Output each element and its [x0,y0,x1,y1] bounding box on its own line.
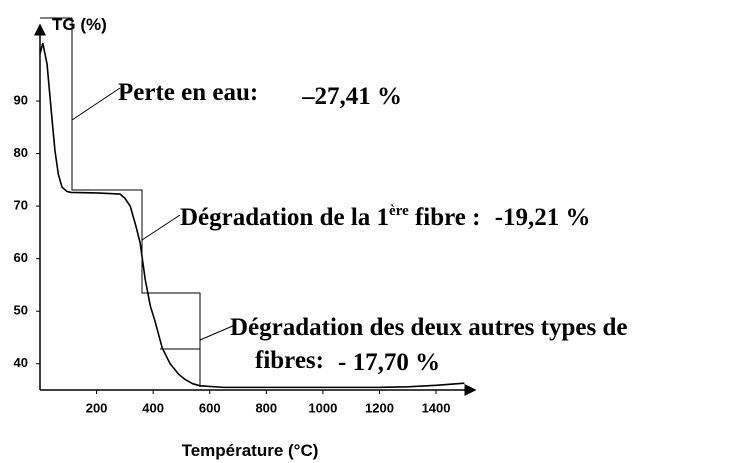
y-tick-label: 50 [14,303,28,318]
annotation-part: fibre : [409,204,487,231]
x-tick-label: 200 [86,400,108,415]
x-tick-label: 1400 [422,400,451,415]
annotation-part: Dégradation de la 1 [180,204,389,231]
annotation-sup: ère [389,203,409,219]
annotation: Perte en eau: [118,79,258,106]
y-tick-label: 70 [14,198,28,213]
x-tick-label: 1000 [308,400,337,415]
annotation: Dégradation de la 1ère fibre : -19,21 % [180,203,591,231]
step-lines [40,17,236,387]
x-tick-label: 1200 [365,400,394,415]
y-tick-label: 90 [14,92,28,107]
y-tick-label: 80 [14,145,28,160]
x-axis-title: Température (°C) [182,441,319,460]
annotation: fibres: [255,347,324,374]
annotation: Dégradation des deux autres types de [230,314,627,341]
y-tick-label: 60 [14,250,28,265]
x-tick-label: 800 [255,400,277,415]
x-tick-label: 400 [142,400,164,415]
y-axis-title: TG (%) [52,15,107,34]
tg-curve [39,43,465,389]
y-tick-label: 40 [14,355,28,370]
annotation: - 17,70 % [338,349,440,376]
x-tick-label: 600 [199,400,221,415]
annotation-part: -19,21 % [495,204,591,231]
annotation: –27,41 % [301,83,402,110]
